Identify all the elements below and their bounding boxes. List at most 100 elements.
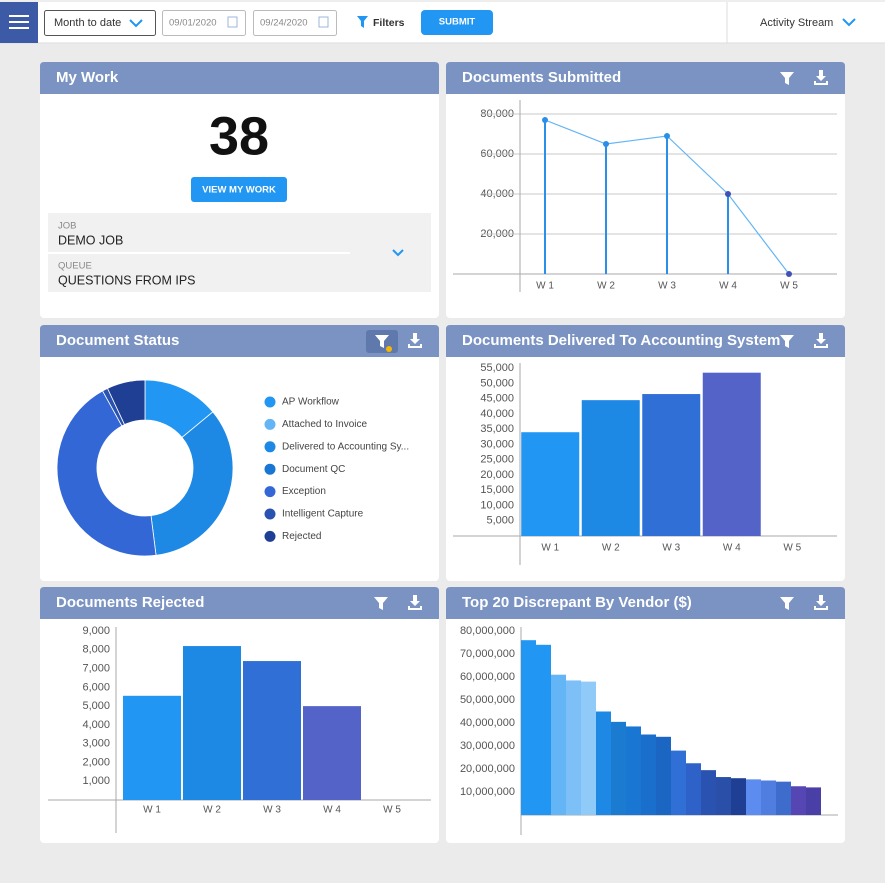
bar[interactable] <box>746 779 761 815</box>
bar[interactable] <box>641 734 656 816</box>
bar[interactable] <box>626 726 641 815</box>
legend-swatch[interactable] <box>264 463 276 475</box>
panel-title: Documents Rejected <box>56 594 204 611</box>
legend-label[interactable]: Rejected <box>282 531 321 542</box>
filter-icon[interactable] <box>375 335 389 348</box>
bar[interactable] <box>243 661 301 800</box>
bar[interactable] <box>642 394 701 536</box>
bar[interactable] <box>761 780 776 816</box>
bar[interactable] <box>702 372 761 536</box>
point[interactable] <box>664 133 670 139</box>
calendar-icon <box>227 16 238 28</box>
panel-title: Document Status <box>56 332 179 349</box>
submit-button[interactable] <box>421 10 493 35</box>
view-work-button[interactable] <box>191 177 287 202</box>
bar[interactable] <box>183 646 241 800</box>
legend-label[interactable]: Attached to Invoice <box>282 419 367 430</box>
filters-label[interactable]: Filters <box>373 17 405 29</box>
legend-swatch[interactable] <box>264 418 276 430</box>
chevron <box>129 19 143 28</box>
bar[interactable] <box>791 786 806 815</box>
donut-slice[interactable] <box>106 379 146 426</box>
y-tick-label: 35,000 <box>480 423 514 435</box>
bar[interactable] <box>521 640 536 815</box>
bar[interactable] <box>581 400 640 536</box>
bar[interactable] <box>656 736 671 815</box>
panel-header <box>40 325 439 357</box>
download-icon[interactable] <box>408 333 422 348</box>
legend-label[interactable]: Intelligent Capture <box>282 509 364 520</box>
bar[interactable] <box>581 681 596 815</box>
bar[interactable] <box>303 706 361 800</box>
y-tick-label: 9,000 <box>82 625 110 637</box>
point[interactable] <box>786 271 792 277</box>
legend-swatch[interactable] <box>264 441 276 453</box>
bar[interactable] <box>566 680 581 815</box>
filter-icon[interactable] <box>780 335 794 348</box>
x-tick-label: W 4 <box>719 281 737 292</box>
bar[interactable] <box>671 750 686 815</box>
bar[interactable] <box>701 770 716 815</box>
legend-label[interactable]: Delivered to Accounting Sy... <box>282 441 409 452</box>
bar[interactable] <box>536 644 551 815</box>
bar[interactable] <box>686 763 701 815</box>
download-icon[interactable] <box>814 70 828 85</box>
y-tick-label: 15,000 <box>480 484 514 496</box>
panel-header <box>446 587 845 619</box>
download-icon[interactable] <box>408 595 422 610</box>
filter-icon[interactable] <box>357 16 368 28</box>
y-tick-label: 30,000 <box>480 438 514 450</box>
bar[interactable] <box>123 695 181 800</box>
bar[interactable] <box>551 674 566 815</box>
download-icon[interactable] <box>814 595 828 610</box>
bar[interactable] <box>716 777 731 815</box>
y-tick-label: 1,000 <box>82 775 110 787</box>
end-date-input[interactable] <box>253 10 337 36</box>
y-tick-label: 10,000 <box>480 499 514 511</box>
legend-label[interactable]: Document QC <box>282 464 345 475</box>
point[interactable] <box>725 191 731 197</box>
start-date: 09/01/2020 <box>169 18 217 29</box>
filter-icon[interactable] <box>780 72 794 85</box>
y-tick-label: 3,000 <box>82 738 110 750</box>
legend-swatch[interactable] <box>264 508 276 520</box>
point[interactable] <box>603 141 609 147</box>
panel-header <box>40 62 439 94</box>
donut-slice[interactable] <box>56 390 157 557</box>
queue-label: QUEUE <box>58 261 92 272</box>
y-tick-label: 30,000,000 <box>460 740 515 752</box>
end-date: 09/24/2020 <box>260 18 308 29</box>
x-tick-label: W 1 <box>536 281 554 292</box>
activity-stream[interactable]: Activity Stream <box>760 17 833 29</box>
bar[interactable] <box>596 711 611 816</box>
panel-header <box>446 325 845 357</box>
work-count: 38 <box>209 106 269 166</box>
filter-icon[interactable] <box>780 597 794 610</box>
legend-swatch[interactable] <box>264 530 276 542</box>
bar[interactable] <box>521 432 580 536</box>
y-tick-label: 6,000 <box>82 681 110 693</box>
legend-swatch[interactable] <box>264 486 276 498</box>
x-tick-label: W 1 <box>541 543 559 554</box>
start-date-input[interactable] <box>162 10 246 36</box>
y-tick-label: 2,000 <box>82 756 110 768</box>
bar[interactable] <box>806 787 821 815</box>
period-select[interactable] <box>44 10 156 36</box>
legend-label[interactable]: AP Workflow <box>282 397 340 408</box>
download-icon[interactable] <box>814 333 828 348</box>
donut-slice[interactable] <box>150 411 234 556</box>
bar[interactable] <box>776 781 791 815</box>
filter-icon[interactable] <box>374 597 388 610</box>
x-tick-label: W 4 <box>323 805 341 816</box>
legend-label[interactable]: Exception <box>282 486 326 497</box>
y-tick-label: 40,000 <box>480 408 514 420</box>
calendar-icon <box>318 16 329 28</box>
point[interactable] <box>542 117 548 123</box>
legend-swatch[interactable] <box>264 396 276 408</box>
bar[interactable] <box>731 778 746 815</box>
panel-title: Documents Delivered To Accounting System <box>462 332 780 349</box>
bar[interactable] <box>611 721 626 815</box>
y-tick-label: 7,000 <box>82 662 110 674</box>
